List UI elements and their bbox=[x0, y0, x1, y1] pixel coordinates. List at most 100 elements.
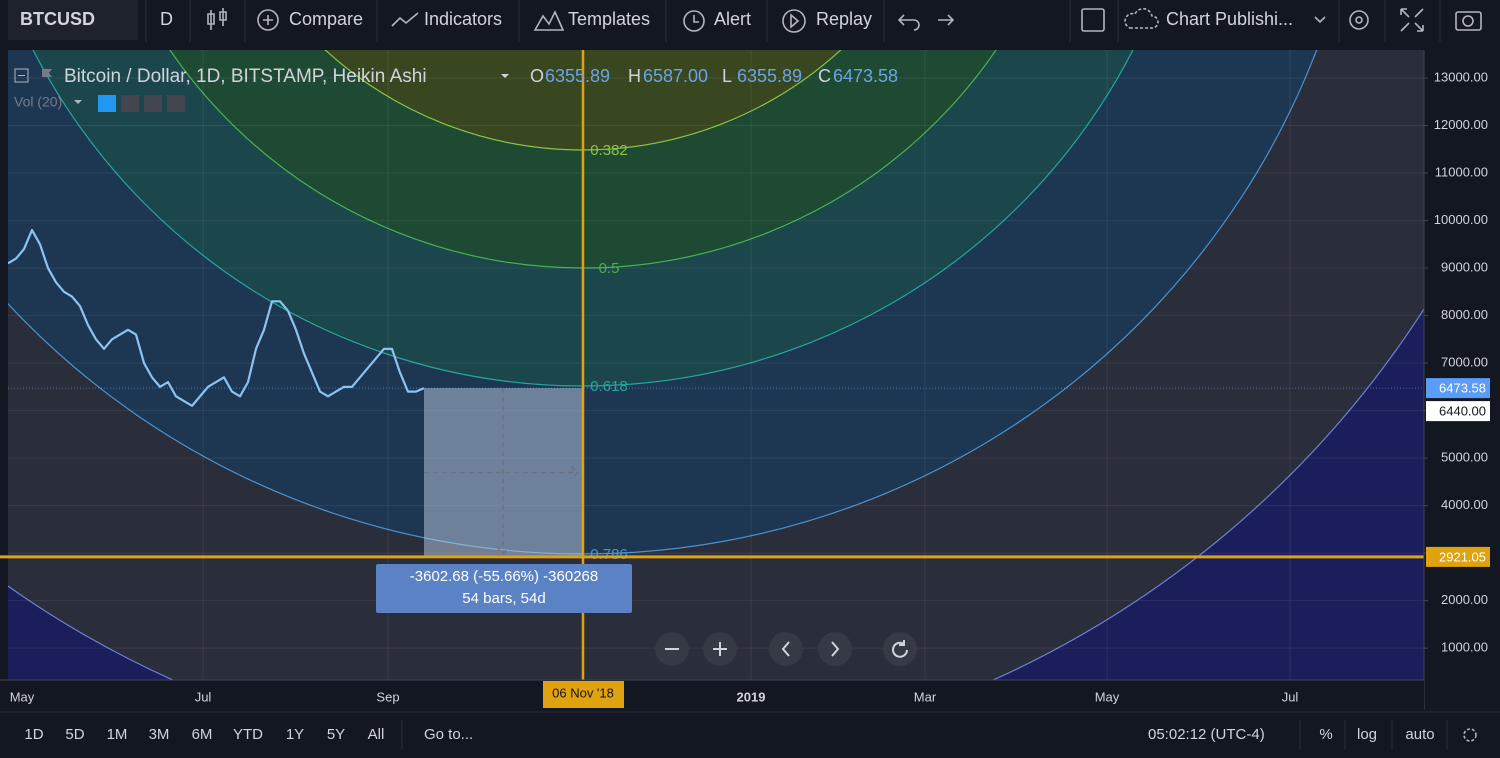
replay-icon[interactable] bbox=[782, 9, 806, 33]
icon bbox=[1355, 16, 1363, 24]
cloud-icon[interactable] bbox=[1124, 8, 1159, 29]
price-line bbox=[8, 228, 425, 407]
range-button[interactable]: All bbox=[368, 726, 385, 743]
y-tick-label: 7000.00 bbox=[1441, 355, 1488, 370]
dropdown-icon[interactable] bbox=[74, 100, 82, 104]
remove-button[interactable] bbox=[167, 95, 185, 112]
layout-name[interactable]: Chart Publishi... bbox=[1166, 9, 1293, 29]
scale-option[interactable]: auto bbox=[1405, 726, 1434, 743]
volume-label: Vol (20) bbox=[14, 94, 62, 110]
y-tick-label: 12000.00 bbox=[1434, 117, 1488, 132]
price-label: 6440.00 bbox=[1439, 404, 1486, 419]
ohlc-key: H bbox=[628, 66, 641, 86]
symbol[interactable]: BTCUSD bbox=[20, 9, 95, 29]
measure-change: -3602.68 (-55.66%) -360268 bbox=[410, 568, 598, 585]
scale-option[interactable]: log bbox=[1357, 726, 1377, 743]
ohlc-value: 6355.89 bbox=[545, 66, 610, 86]
overlay: 0.786 0.618 0.5 0.382 -3602.68 (-55.66%) -36… bbox=[0, 50, 1424, 680]
symbol-box[interactable] bbox=[8, 0, 138, 40]
x-tick-label: 2019 bbox=[737, 689, 766, 704]
measure-span: 54 bars, 54d bbox=[462, 590, 545, 607]
y-tick-label: 13000.00 bbox=[1434, 69, 1488, 84]
scale-option[interactable]: % bbox=[1319, 726, 1332, 743]
toolbar-button[interactable]: Indicators bbox=[424, 9, 502, 29]
icon bbox=[781, 641, 790, 657]
x-tick-label: Jul bbox=[1282, 689, 1299, 704]
fib-level-label: 0.786 bbox=[590, 546, 628, 563]
legend: Bitcoin / Dollar, 1D, BITSTAMP, Heikin A… bbox=[14, 66, 898, 112]
icon bbox=[892, 640, 908, 658]
y-tick-label: 11000.00 bbox=[1435, 164, 1488, 179]
templates-icon[interactable] bbox=[533, 10, 565, 31]
icon bbox=[693, 15, 699, 23]
range-button[interactable]: YTD bbox=[233, 726, 263, 743]
dropdown-icon[interactable] bbox=[501, 74, 509, 78]
y-tick-label: 5000.00 bbox=[1441, 450, 1488, 465]
settings-icon[interactable] bbox=[1349, 10, 1369, 30]
alert-icon[interactable] bbox=[683, 10, 705, 32]
x-tick-label: Mar bbox=[914, 689, 937, 704]
dropdown-icon[interactable] bbox=[1314, 16, 1326, 24]
clock: 05:02:12 (UTC-4) bbox=[1148, 726, 1265, 743]
toolbar-button[interactable]: Templates bbox=[568, 9, 650, 29]
x-tick-label: May bbox=[1095, 689, 1120, 704]
scroll-left-button[interactable] bbox=[769, 632, 803, 666]
y-tick-label: 4000.00 bbox=[1441, 497, 1488, 512]
goto-button[interactable]: Go to... bbox=[424, 726, 473, 743]
ohlc-key: O bbox=[530, 66, 544, 86]
price-label: 2921.05 bbox=[1439, 549, 1486, 564]
settings-button[interactable] bbox=[121, 95, 139, 112]
nav-buttons bbox=[655, 632, 917, 666]
add-button[interactable] bbox=[144, 95, 162, 112]
range-button[interactable]: 1Y bbox=[286, 726, 304, 743]
range-button[interactable]: 6M bbox=[192, 726, 213, 743]
range-button[interactable]: 1M bbox=[107, 726, 128, 743]
screenshot-icon[interactable] bbox=[1455, 11, 1482, 31]
bottom-bar bbox=[0, 712, 1500, 758]
compare-icon[interactable] bbox=[257, 9, 279, 31]
collapse-icon[interactable] bbox=[14, 68, 29, 83]
visibility-button[interactable] bbox=[98, 95, 116, 112]
range-button[interactable]: 5Y bbox=[327, 726, 345, 743]
undo-icon[interactable] bbox=[897, 14, 920, 31]
ohlc-value: 6473.58 bbox=[833, 66, 898, 86]
range-button[interactable]: 1D bbox=[24, 726, 43, 743]
legend-title: Bitcoin / Dollar, 1D, BITSTAMP, Heikin A… bbox=[64, 66, 427, 87]
y-tick-label: 10000.00 bbox=[1434, 212, 1488, 227]
x-tick-label: Jul bbox=[195, 689, 212, 704]
settings-icon[interactable] bbox=[1463, 728, 1477, 742]
bottom-items: 1D 5D 1M 3M 6M YTD 1Y 5Y All Go to...% log auto bbox=[24, 720, 1448, 750]
toolbar-button[interactable]: Compare bbox=[289, 9, 363, 29]
time-label-box bbox=[543, 681, 624, 708]
toolbar-button[interactable]: Alert bbox=[714, 9, 751, 29]
time-label: 06 Nov '18 bbox=[552, 685, 614, 700]
fib-level-label: 0.5 bbox=[599, 260, 620, 277]
chart-style-icon[interactable] bbox=[207, 8, 227, 30]
reset-button[interactable] bbox=[883, 632, 917, 666]
range-button[interactable]: 5D bbox=[65, 726, 84, 743]
separators bbox=[145, 0, 1441, 42]
x-tick-label: Sep bbox=[376, 689, 399, 704]
scroll-right-button[interactable] bbox=[818, 632, 852, 666]
select-icon[interactable] bbox=[1081, 8, 1105, 32]
time-axis bbox=[0, 680, 1424, 710]
ohlc-value: 6355.89 bbox=[737, 66, 802, 86]
toolbar-button[interactable]: Replay bbox=[816, 9, 872, 29]
fib-level-label: 0.618 bbox=[590, 378, 628, 395]
axes: 1000.002000.003000.004000.005000.006000.… bbox=[10, 69, 1490, 708]
interval[interactable]: D bbox=[160, 9, 173, 29]
y-tick-label: 8000.00 bbox=[1441, 307, 1488, 322]
redo-icon[interactable] bbox=[938, 14, 955, 26]
icon bbox=[263, 15, 273, 25]
fullscreen-icon[interactable] bbox=[1400, 8, 1424, 32]
measure-arrow bbox=[424, 388, 580, 556]
price-label-box bbox=[1426, 378, 1490, 399]
measure-label-box bbox=[376, 564, 632, 613]
price-label: 6473.58 bbox=[1439, 381, 1486, 396]
icon bbox=[790, 13, 800, 29]
ohlc: O 6355.89 H 6587.00 L 6355.89 C 6473.58 bbox=[530, 66, 898, 86]
flag-icon[interactable] bbox=[42, 69, 52, 77]
range-button[interactable]: 3M bbox=[149, 726, 170, 743]
indicators-icon[interactable] bbox=[391, 12, 419, 27]
